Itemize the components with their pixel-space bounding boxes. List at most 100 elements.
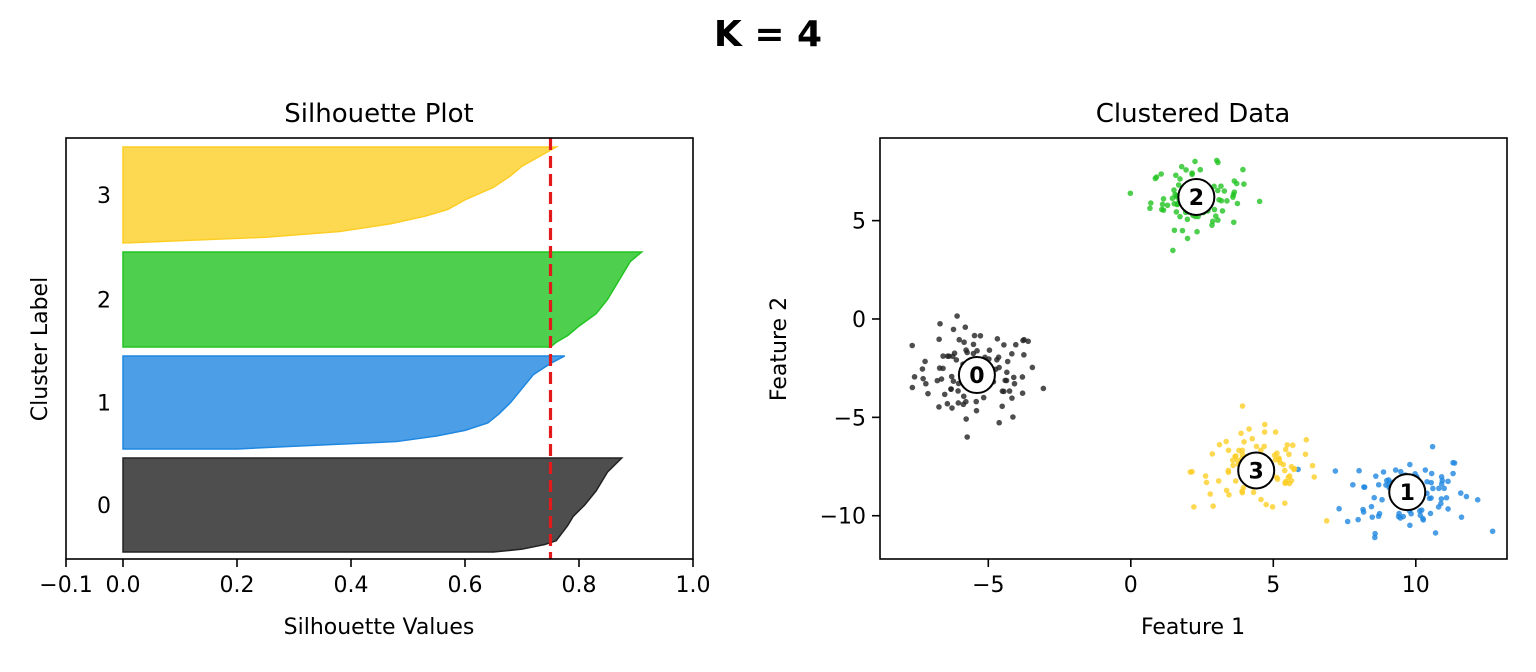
data-point [920, 375, 926, 382]
data-point [1489, 528, 1496, 535]
data-point [1371, 494, 1378, 501]
data-point [1010, 414, 1016, 420]
data-point [1407, 522, 1413, 529]
data-point [1458, 514, 1465, 520]
data-point [970, 350, 977, 357]
data-point [1209, 451, 1216, 457]
data-point [1282, 446, 1289, 453]
data-point [1211, 206, 1218, 213]
data-point [1280, 461, 1287, 468]
data-point [1261, 443, 1267, 450]
y-tick-label: 0 [852, 308, 866, 333]
data-point [1286, 480, 1293, 487]
x-tick-label: 0.0 [106, 573, 141, 598]
data-point [1258, 496, 1264, 503]
data-point [1234, 200, 1241, 207]
data-point [1311, 474, 1318, 480]
data-point [1240, 166, 1246, 173]
data-point [923, 380, 929, 387]
data-point [1160, 207, 1167, 213]
data-point [1210, 503, 1216, 509]
data-point [980, 394, 987, 401]
cluster-label-1: 1 [97, 392, 111, 417]
data-point [1430, 485, 1436, 492]
data-point [1360, 509, 1367, 515]
data-point [1230, 219, 1237, 226]
data-point [1006, 388, 1013, 394]
data-point [1225, 467, 1232, 474]
centroid-marker-3 [1237, 451, 1276, 490]
data-point [938, 376, 945, 382]
data-point [1369, 514, 1376, 520]
data-point [1021, 336, 1027, 343]
data-point [1225, 447, 1232, 454]
data-point [1171, 187, 1177, 193]
data-point [1396, 510, 1402, 517]
data-point [1445, 478, 1451, 485]
centroid-marker-0 [957, 356, 996, 395]
data-point [941, 391, 948, 398]
data-point [1284, 442, 1291, 448]
data-point [1184, 235, 1191, 242]
data-point [1332, 468, 1339, 474]
x-tick-label: 0.2 [220, 573, 255, 598]
data-point [944, 400, 951, 407]
data-point [1221, 188, 1228, 194]
data-point [1202, 473, 1209, 479]
data-point [1372, 534, 1378, 541]
data-point [1273, 474, 1280, 481]
data-point [1175, 182, 1182, 188]
data-point [1170, 247, 1176, 254]
data-point [1234, 457, 1241, 464]
data-point [1169, 195, 1176, 202]
data-point [949, 405, 955, 411]
data-point [1427, 510, 1434, 517]
data-point [996, 364, 1002, 371]
data-point [1239, 403, 1246, 409]
data-point [955, 388, 961, 394]
data-point [1474, 497, 1481, 503]
data-point [1187, 469, 1194, 475]
centroid-label-1: 1 [1400, 481, 1415, 506]
data-point [1219, 208, 1226, 214]
data-point [1004, 358, 1011, 365]
data-point [1432, 530, 1439, 536]
data-point [1368, 503, 1375, 510]
data-point [1183, 167, 1189, 173]
data-point [1261, 429, 1268, 435]
data-point [1355, 516, 1361, 523]
data-point [1001, 342, 1007, 348]
data-point [909, 384, 916, 391]
data-point [1224, 198, 1230, 204]
x-tick-label: 0.4 [334, 573, 369, 598]
data-point [1197, 166, 1204, 173]
data-point [973, 398, 980, 405]
data-point [1239, 451, 1246, 458]
silhouette-title: Silhouette Plot [284, 99, 473, 129]
data-point [1350, 481, 1356, 488]
data-point [1407, 461, 1413, 468]
data-point [1239, 447, 1246, 454]
data-point [1422, 467, 1429, 473]
data-point [963, 347, 969, 353]
data-point [1429, 443, 1436, 450]
y-tick-label: −5 [834, 406, 866, 431]
data-point [1216, 196, 1222, 203]
data-point [1397, 468, 1404, 475]
data-point [1450, 459, 1456, 466]
scatter-xlabel: Feature 1 [1141, 615, 1245, 640]
data-point [1289, 442, 1296, 449]
data-point [995, 354, 1002, 360]
centroid-marker-2 [1177, 178, 1216, 217]
data-point [1375, 513, 1382, 520]
data-point [1011, 380, 1018, 387]
cluster-label-3: 3 [97, 184, 111, 209]
data-point [1336, 505, 1342, 512]
data-point [1436, 485, 1442, 492]
data-point [1303, 437, 1310, 443]
data-point [950, 378, 957, 384]
data-point [1420, 515, 1426, 522]
data-point [999, 388, 1006, 394]
data-point [950, 326, 957, 333]
data-point [1241, 439, 1247, 445]
